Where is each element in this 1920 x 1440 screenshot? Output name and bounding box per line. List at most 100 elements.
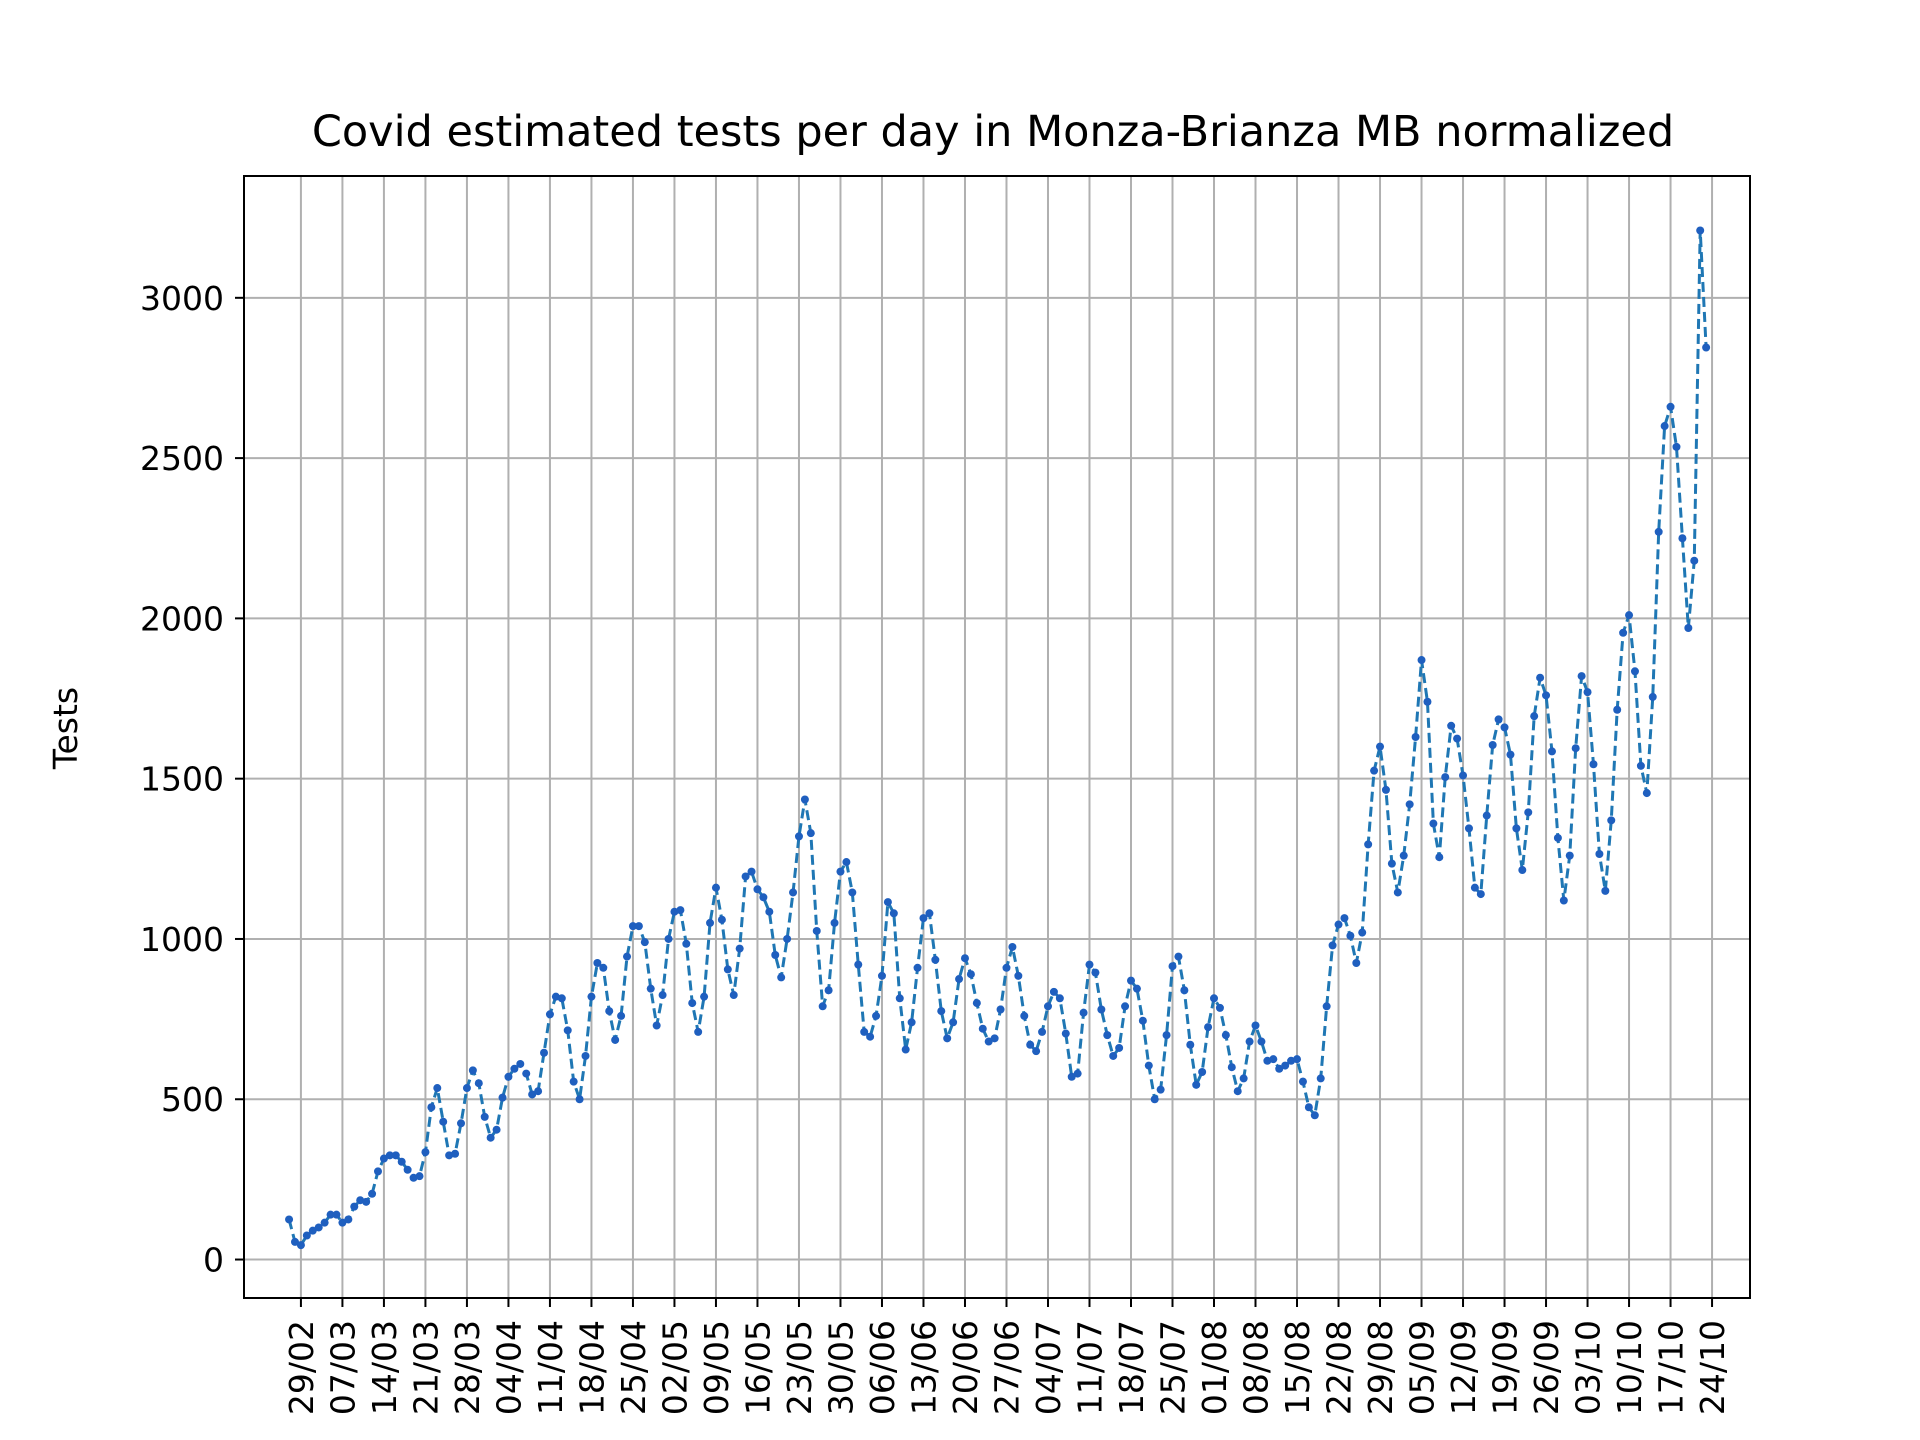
- data-point: [895, 994, 904, 1003]
- data-point: [996, 1005, 1005, 1014]
- data-point: [652, 1021, 661, 1030]
- data-point: [1091, 968, 1100, 977]
- data-point: [978, 1024, 987, 1033]
- x-tick-label: 03/10: [1569, 1320, 1608, 1415]
- data-point: [1293, 1055, 1302, 1064]
- series-layer: [285, 226, 1711, 1250]
- x-tick-label: 04/07: [1029, 1320, 1068, 1415]
- data-point: [741, 872, 750, 881]
- data-point: [1405, 800, 1414, 809]
- x-tick-label: 27/06: [987, 1320, 1026, 1415]
- data-point: [338, 1218, 347, 1227]
- data-point: [866, 1032, 875, 1041]
- x-tick-label: 01/08: [1195, 1320, 1234, 1415]
- data-point: [1316, 1074, 1325, 1083]
- data-point: [1387, 859, 1396, 868]
- data-point: [794, 832, 803, 841]
- data-point: [1660, 422, 1669, 431]
- data-point: [1215, 1003, 1224, 1012]
- data-point: [664, 934, 673, 943]
- data-point: [812, 926, 821, 935]
- data-point: [1696, 226, 1705, 235]
- y-tick-label: 3000: [140, 279, 224, 318]
- data-point: [623, 952, 632, 961]
- data-point: [1138, 1016, 1147, 1025]
- data-point: [302, 1231, 311, 1240]
- data-point: [860, 1027, 869, 1036]
- data-point: [486, 1133, 495, 1142]
- data-point: [1067, 1072, 1076, 1081]
- data-point: [706, 918, 715, 927]
- data-point: [1251, 1021, 1260, 1030]
- data-point: [1518, 866, 1527, 875]
- data-point: [1162, 1031, 1171, 1040]
- data-point: [391, 1151, 400, 1160]
- data-point: [1553, 833, 1562, 842]
- data-point: [516, 1059, 525, 1068]
- data-point: [1684, 624, 1693, 633]
- data-point: [984, 1037, 993, 1046]
- data-point: [474, 1079, 483, 1088]
- data-point: [759, 893, 768, 902]
- data-point: [883, 898, 892, 907]
- data-point: [350, 1202, 359, 1211]
- data-point: [308, 1226, 317, 1235]
- data-point: [966, 970, 975, 979]
- data-point: [545, 1010, 554, 1019]
- y-tick-label: 1500: [140, 760, 224, 799]
- x-tick-label: 28/03: [448, 1320, 487, 1415]
- data-point: [296, 1241, 305, 1250]
- data-point: [830, 918, 839, 927]
- data-point: [1411, 733, 1420, 741]
- data-point: [575, 1095, 584, 1104]
- data-point: [368, 1189, 377, 1198]
- x-tick-label: 23/05: [780, 1320, 819, 1415]
- data-point: [1376, 742, 1385, 751]
- data-point: [1690, 556, 1699, 565]
- data-point: [1666, 402, 1675, 411]
- data-point: [1002, 963, 1011, 972]
- data-point: [534, 1087, 543, 1096]
- data-point: [1109, 1051, 1118, 1060]
- x-tick-label: 09/05: [697, 1320, 736, 1415]
- data-point: [658, 991, 667, 1000]
- data-point: [1470, 883, 1479, 892]
- data-point: [397, 1157, 406, 1166]
- data-point: [1334, 920, 1343, 929]
- x-tick-label: 12/09: [1444, 1320, 1483, 1415]
- data-point: [1340, 914, 1349, 923]
- data-point: [1417, 656, 1426, 665]
- series-line: [287, 229, 1708, 1247]
- data-point: [1346, 931, 1355, 940]
- data-point: [901, 1045, 910, 1054]
- data-point: [1085, 960, 1094, 969]
- data-point: [451, 1149, 460, 1158]
- data-point: [1121, 1002, 1130, 1011]
- data-point: [1073, 1069, 1082, 1078]
- data-point: [634, 922, 643, 931]
- data-point: [1370, 766, 1379, 775]
- data-point: [611, 1035, 620, 1044]
- data-point: [1530, 712, 1539, 721]
- x-tick-label: 25/04: [614, 1320, 653, 1415]
- data-point: [1601, 886, 1610, 895]
- y-tick-label: 2000: [140, 599, 224, 638]
- x-tick-label: 20/06: [946, 1320, 985, 1415]
- data-point: [1423, 697, 1432, 706]
- plot-frame: [243, 175, 1751, 1299]
- data-point: [1625, 611, 1634, 620]
- data-point: [427, 1103, 436, 1112]
- data-point: [385, 1151, 394, 1160]
- data-point: [694, 1027, 703, 1036]
- data-point: [403, 1165, 412, 1174]
- data-point: [889, 909, 898, 918]
- x-tick-label: 05/09: [1403, 1320, 1442, 1415]
- data-point: [1352, 959, 1361, 967]
- data-point: [1393, 888, 1402, 897]
- data-point: [1524, 808, 1533, 817]
- data-point: [421, 1148, 430, 1157]
- data-point: [972, 999, 981, 1008]
- data-point: [1565, 851, 1574, 860]
